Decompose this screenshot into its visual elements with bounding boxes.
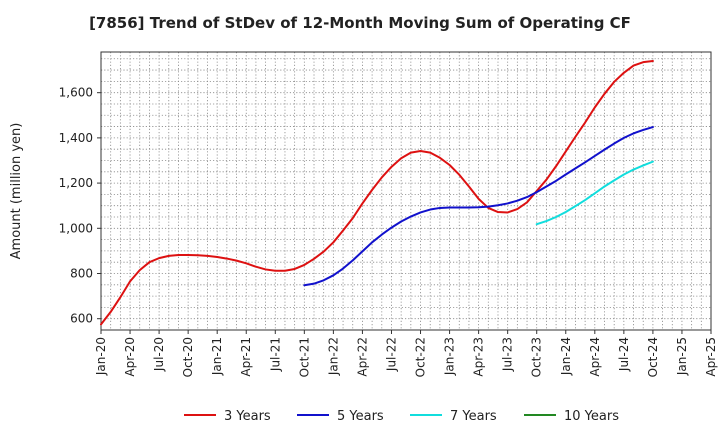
x-tick-label: Oct-21: [297, 337, 311, 377]
y-tick-label: 1,000: [59, 221, 93, 235]
legend-item: 3 Years: [184, 409, 271, 424]
plot-area: [100, 51, 712, 331]
plot-frame: [100, 51, 712, 331]
x-tick-label: Jul-23: [501, 337, 515, 372]
legend-label: 3 Years: [224, 409, 271, 424]
legend-label: 10 Years: [564, 409, 619, 424]
x-tick-label: Oct-20: [181, 337, 195, 377]
series-line-1: [100, 60, 654, 326]
legend-label: 7 Years: [450, 409, 497, 424]
x-tick-label: Jan-21: [210, 337, 224, 376]
y-tick-label: 800: [70, 266, 93, 280]
legend-item: 5 Years: [297, 409, 384, 424]
x-tick-label: Apr-22: [355, 337, 369, 377]
x-tick-label: Jul-24: [617, 337, 631, 372]
y-axis-ticks: 600 800 1,000 1,200 1,400 1,600: [59, 86, 101, 326]
x-tick-label: Jan-20: [94, 337, 108, 376]
x-tick-label: Jul-20: [152, 337, 166, 372]
x-axis-ticks: Jan-20 Apr-20 Jul-20 Oct-20 Jan-21 Apr-21 Jul-…: [94, 330, 718, 377]
x-tick-label: Jan-25: [675, 337, 689, 376]
x-tick-label: Apr-25: [704, 337, 718, 377]
legend-item: 10 Years: [524, 409, 619, 424]
series-line-2: [303, 126, 654, 287]
series-line-3: [535, 160, 654, 226]
x-tick-label: Apr-21: [239, 337, 253, 377]
x-tick-label: Jan-22: [326, 337, 340, 376]
x-tick-label: Jan-24: [559, 337, 573, 376]
x-tick-label: Oct-22: [414, 337, 428, 377]
x-tick-label: Apr-23: [472, 337, 486, 377]
x-tick-label: Oct-23: [530, 337, 544, 377]
legend-item: 7 Years: [410, 409, 497, 424]
y-axis-label: Amount (million yen): [9, 123, 24, 260]
legend: 3 Years 5 Years 7 Years 10 Years: [184, 409, 619, 424]
x-tick-label: Jul-21: [268, 337, 282, 372]
x-tick-label: Oct-24: [646, 337, 660, 377]
x-tick-label: Apr-24: [588, 337, 602, 377]
y-tick-label: 600: [70, 312, 93, 326]
x-tick-label: Apr-20: [123, 337, 137, 377]
y-tick-label: 1,600: [59, 86, 93, 100]
plot-background: [101, 52, 711, 330]
chart-title: [7856] Trend of StDev of 12-Month Moving…: [89, 14, 631, 32]
y-tick-label: 1,400: [59, 131, 93, 145]
grid: [100, 52, 712, 330]
y-tick-label: 1,200: [59, 176, 93, 190]
x-tick-label: Jan-23: [443, 337, 457, 376]
series-lines: [100, 60, 654, 326]
x-tick-label: Jul-22: [384, 337, 398, 372]
legend-label: 5 Years: [337, 409, 384, 424]
